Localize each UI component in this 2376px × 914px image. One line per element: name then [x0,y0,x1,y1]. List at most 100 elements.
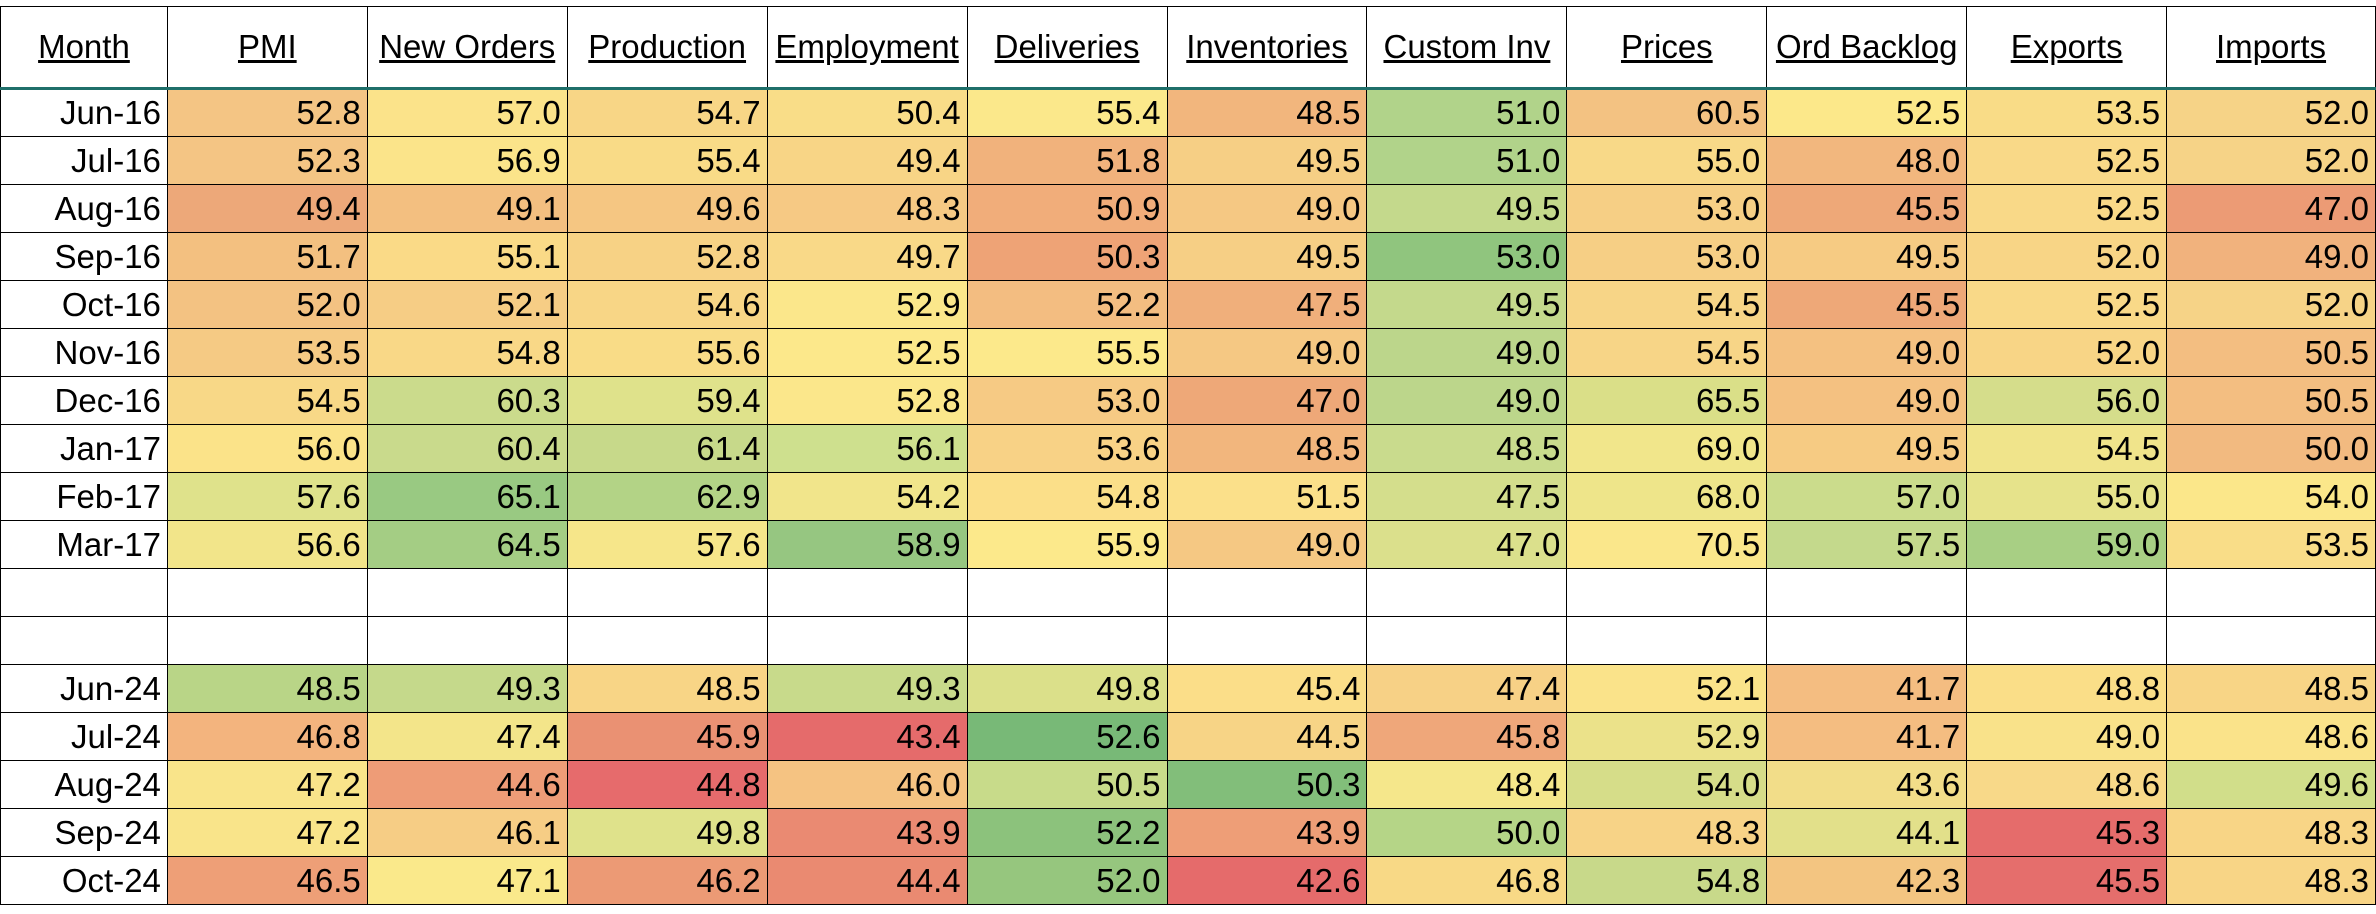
value-cell[interactable]: 50.5 [2166,328,2376,377]
value-cell[interactable]: 57.0 [366,88,568,137]
column-header[interactable]: Exports [1966,6,2168,89]
value-cell[interactable]: 48.5 [1166,88,1368,137]
value-cell[interactable]: 43.4 [766,712,968,761]
value-cell[interactable]: 52.0 [2166,280,2376,329]
value-cell[interactable]: 49.5 [1166,232,1368,281]
value-cell[interactable]: 54.5 [1566,328,1768,377]
value-cell[interactable]: 48.5 [1366,424,1568,473]
value-cell[interactable]: 58.9 [766,520,968,569]
value-cell[interactable]: 52.0 [2166,136,2376,185]
month-cell[interactable] [0,616,168,665]
value-cell[interactable]: 47.0 [1166,376,1368,425]
value-cell[interactable]: 52.5 [1966,280,2168,329]
value-cell[interactable]: 50.3 [966,232,1168,281]
value-cell[interactable]: 49.0 [1766,376,1968,425]
value-cell[interactable]: 53.5 [1966,88,2168,137]
value-cell[interactable]: 55.4 [566,136,768,185]
value-cell[interactable]: 45.5 [1766,280,1968,329]
value-cell[interactable]: 49.5 [1766,424,1968,473]
column-header[interactable]: Ord Backlog [1766,6,1968,89]
value-cell[interactable]: 55.4 [966,88,1168,137]
value-cell[interactable]: 54.8 [366,328,568,377]
value-cell[interactable]: 52.5 [1766,88,1968,137]
value-cell[interactable]: 46.0 [766,760,968,809]
value-cell[interactable]: 47.2 [166,760,368,809]
value-cell[interactable]: 52.0 [1966,232,2168,281]
value-cell[interactable]: 54.0 [1566,760,1768,809]
value-cell[interactable]: 45.5 [1766,184,1968,233]
value-cell[interactable]: 57.6 [166,472,368,521]
value-cell[interactable]: 65.1 [366,472,568,521]
value-cell[interactable]: 53.0 [1566,232,1768,281]
value-cell[interactable]: 53.5 [2166,520,2376,569]
value-cell[interactable]: 55.9 [966,520,1168,569]
value-cell[interactable] [766,568,968,617]
month-cell[interactable]: Feb-17 [0,472,168,521]
value-cell[interactable] [1566,616,1768,665]
value-cell[interactable]: 57.0 [1766,472,1968,521]
value-cell[interactable]: 47.0 [2166,184,2376,233]
value-cell[interactable]: 55.5 [966,328,1168,377]
month-cell[interactable]: Jun-24 [0,664,168,713]
value-cell[interactable]: 48.3 [1566,808,1768,857]
value-cell[interactable] [2166,616,2376,665]
value-cell[interactable]: 70.5 [1566,520,1768,569]
value-cell[interactable]: 53.0 [1366,232,1568,281]
value-cell[interactable] [166,616,368,665]
value-cell[interactable]: 48.6 [1966,760,2168,809]
column-header[interactable]: Imports [2166,6,2376,89]
column-header[interactable]: Prices [1566,6,1768,89]
value-cell[interactable]: 47.4 [1366,664,1568,713]
value-cell[interactable]: 52.9 [766,280,968,329]
month-cell[interactable]: Sep-24 [0,808,168,857]
value-cell[interactable]: 49.8 [566,808,768,857]
value-cell[interactable] [166,568,368,617]
value-cell[interactable] [1766,616,1968,665]
value-cell[interactable]: 42.3 [1766,856,1968,905]
value-cell[interactable]: 51.7 [166,232,368,281]
month-cell[interactable]: Aug-16 [0,184,168,233]
value-cell[interactable]: 48.8 [1966,664,2168,713]
value-cell[interactable]: 45.4 [1166,664,1368,713]
month-cell[interactable]: Dec-16 [0,376,168,425]
value-cell[interactable]: 49.6 [566,184,768,233]
value-cell[interactable] [1366,568,1568,617]
value-cell[interactable]: 47.4 [366,712,568,761]
value-cell[interactable]: 48.3 [766,184,968,233]
value-cell[interactable]: 46.2 [566,856,768,905]
value-cell[interactable]: 44.1 [1766,808,1968,857]
month-cell[interactable]: Jun-16 [0,88,168,137]
value-cell[interactable] [2166,568,2376,617]
value-cell[interactable]: 49.3 [366,664,568,713]
value-cell[interactable]: 51.8 [966,136,1168,185]
value-cell[interactable] [966,568,1168,617]
value-cell[interactable]: 46.8 [1366,856,1568,905]
value-cell[interactable]: 42.6 [1166,856,1368,905]
value-cell[interactable] [566,568,768,617]
value-cell[interactable]: 54.5 [1566,280,1768,329]
value-cell[interactable]: 52.5 [1966,136,2168,185]
value-cell[interactable]: 50.0 [2166,424,2376,473]
value-cell[interactable]: 48.3 [2166,808,2376,857]
value-cell[interactable]: 60.3 [366,376,568,425]
month-cell[interactable]: Oct-24 [0,856,168,905]
value-cell[interactable]: 52.8 [566,232,768,281]
value-cell[interactable]: 56.0 [1966,376,2168,425]
value-cell[interactable] [1566,568,1768,617]
month-cell[interactable]: Mar-17 [0,520,168,569]
column-header[interactable]: New Orders [366,6,568,89]
value-cell[interactable]: 55.0 [1966,472,2168,521]
value-cell[interactable]: 49.0 [1366,328,1568,377]
value-cell[interactable]: 48.0 [1766,136,1968,185]
value-cell[interactable]: 52.0 [166,280,368,329]
value-cell[interactable]: 43.9 [1166,808,1368,857]
value-cell[interactable]: 55.6 [566,328,768,377]
column-header[interactable]: Inventories [1166,6,1368,89]
value-cell[interactable]: 54.2 [766,472,968,521]
value-cell[interactable]: 60.5 [1566,88,1768,137]
value-cell[interactable]: 52.5 [766,328,968,377]
value-cell[interactable]: 54.8 [966,472,1168,521]
value-cell[interactable] [1766,568,1968,617]
value-cell[interactable]: 50.5 [2166,376,2376,425]
value-cell[interactable]: 45.9 [566,712,768,761]
